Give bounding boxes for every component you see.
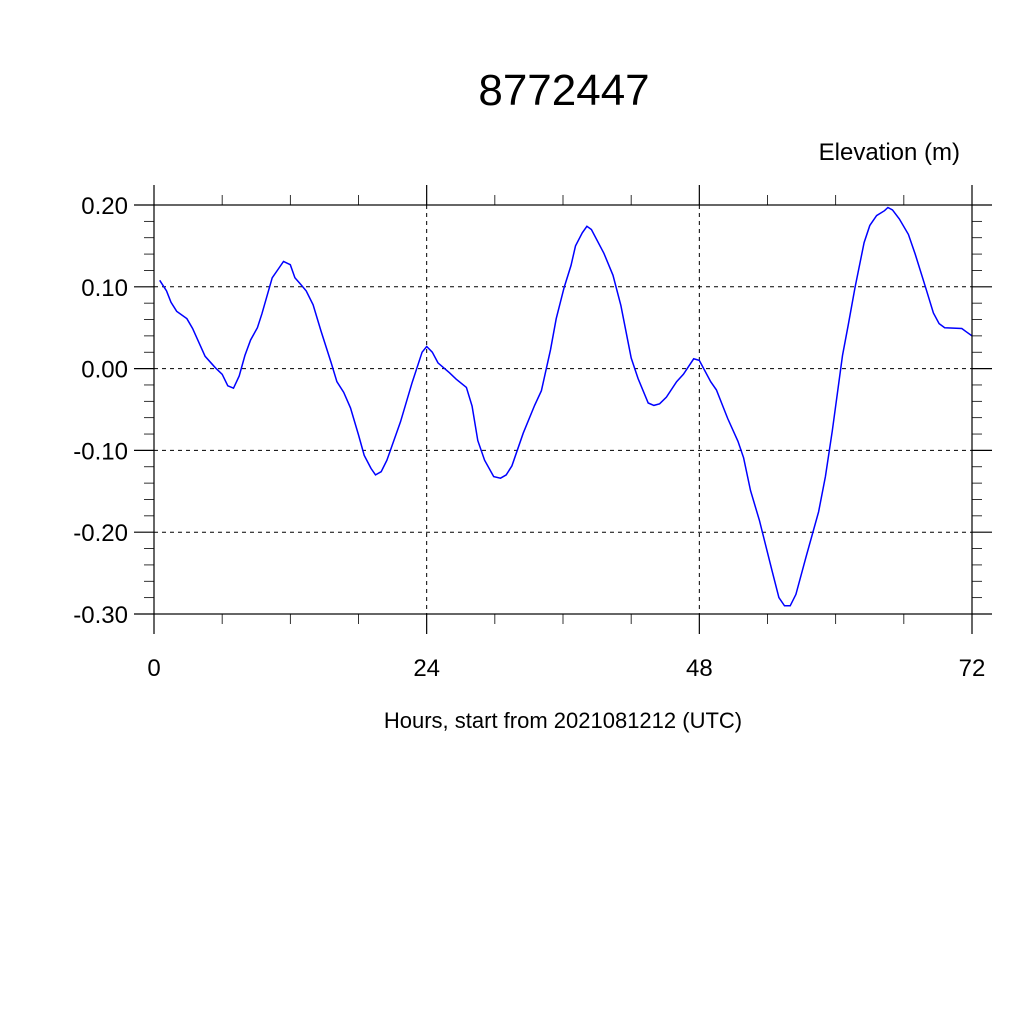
x-tick-label: 48: [686, 655, 713, 682]
y-tick-label: -0.30: [73, 602, 128, 629]
x-axis-label: Hours, start from 2021081212 (UTC): [383, 708, 743, 733]
plot-frame: [153, 204, 973, 615]
tick-labels: 0 24 48 72 0.20 0.10 0.00 -0.10 -0.20 -0.30: [73, 193, 985, 682]
y-tick-label: 0.10: [81, 275, 128, 302]
grid-lines: [154, 205, 972, 614]
y-tick-label: -0.20: [73, 520, 128, 547]
x-tick-label: 24: [413, 655, 440, 682]
y-tick-label: 0.00: [81, 357, 128, 384]
y-tick-label: 0.20: [81, 193, 128, 220]
x-tick-label: 72: [959, 655, 986, 682]
y-tick-label: -0.10: [73, 438, 128, 465]
axis-ticks: [134, 185, 992, 634]
series-line: [159, 206, 973, 607]
chart-title: 8772447: [478, 66, 650, 115]
y-axis-label: Elevation (m): [818, 139, 960, 166]
x-tick-label: 0: [147, 655, 160, 682]
